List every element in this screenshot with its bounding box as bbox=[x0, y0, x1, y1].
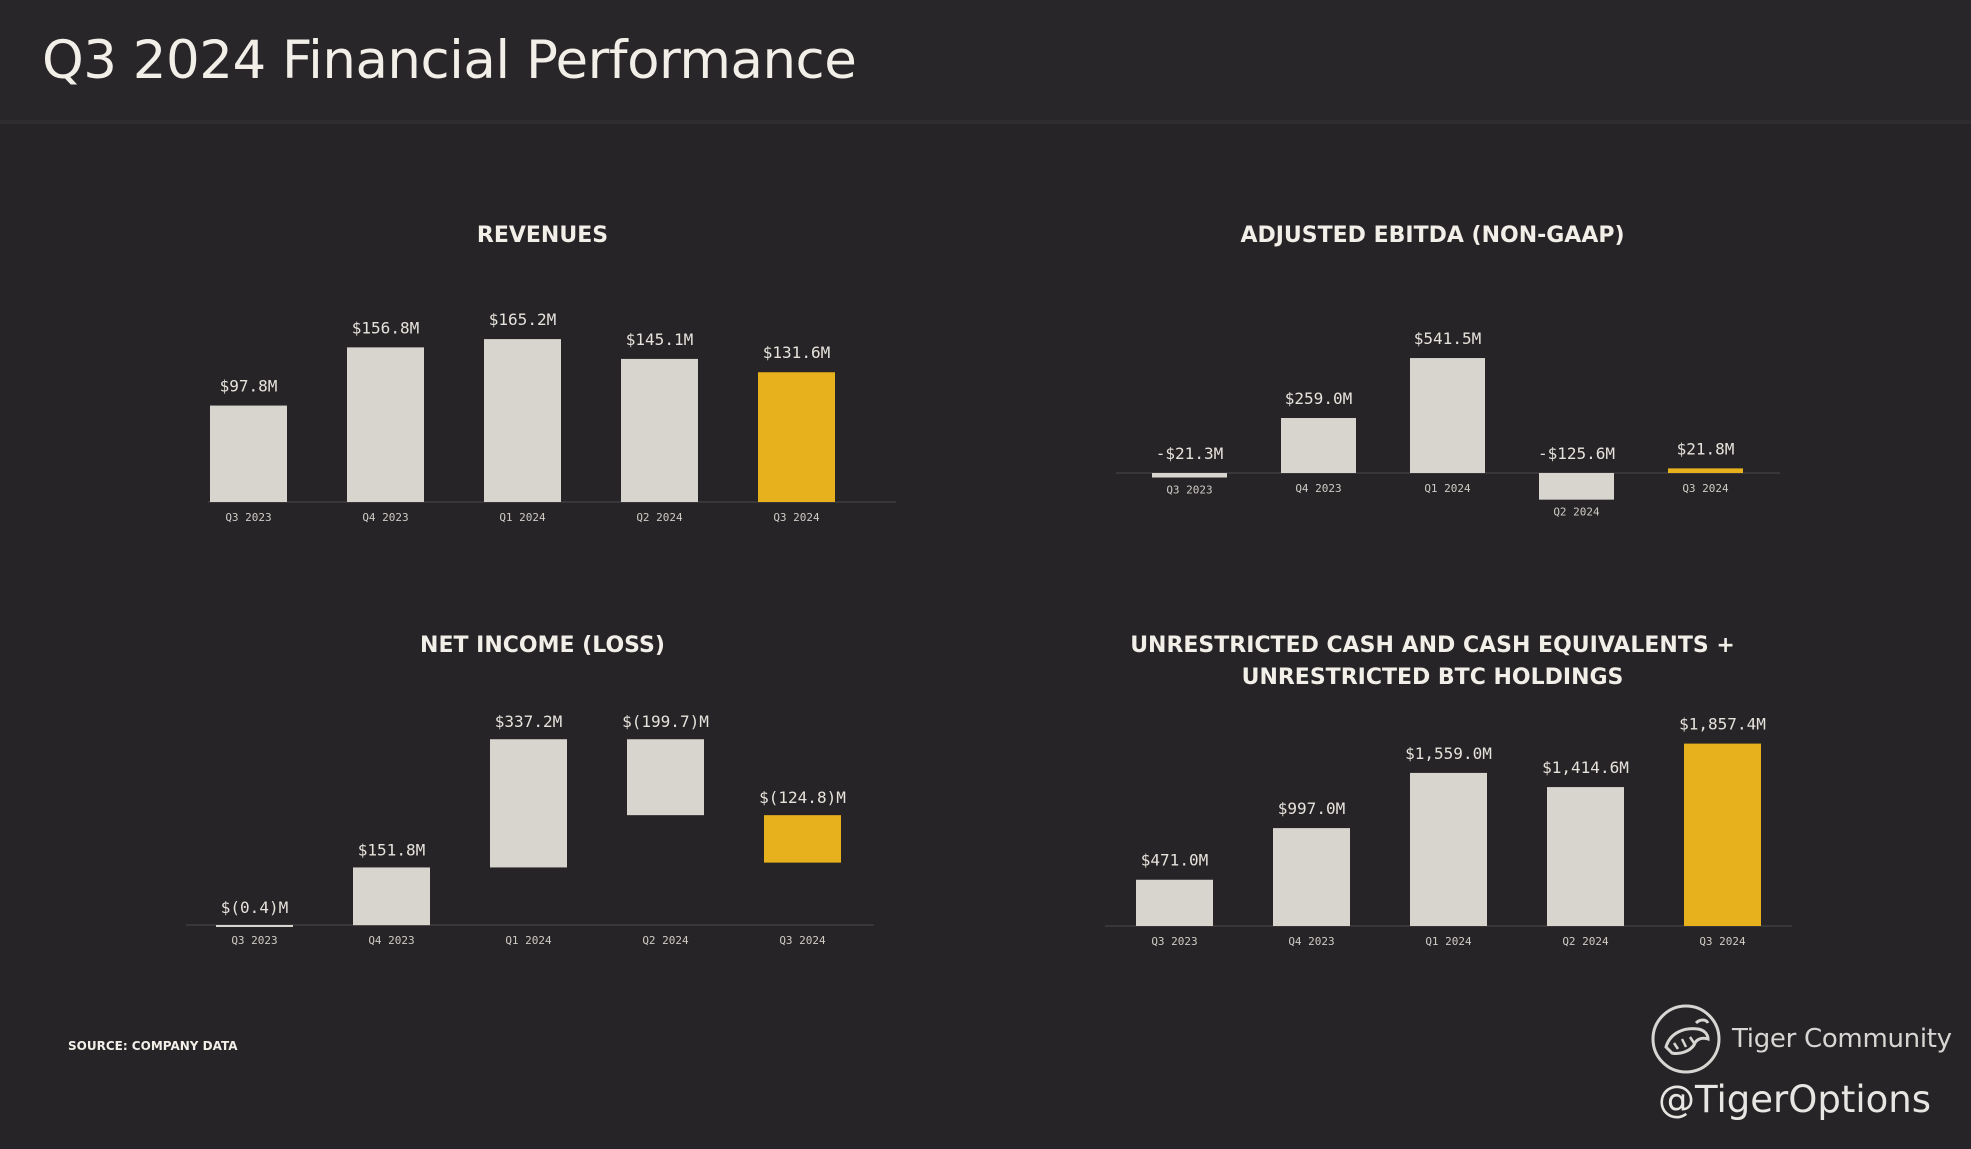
revenues-value-label: $165.2M bbox=[489, 310, 556, 329]
net-income-bar bbox=[353, 867, 430, 926]
revenues-value-label: $97.8M bbox=[220, 377, 278, 396]
ebitda-value-label: -$125.6M bbox=[1538, 444, 1615, 463]
revenues-bar bbox=[758, 372, 835, 502]
net-income-tick-label: Q2 2024 bbox=[642, 934, 689, 947]
net-income-tick-label: Q3 2024 bbox=[779, 934, 826, 947]
cash-btc-chart-title: UNRESTRICTED CASH AND CASH EQUIVALENTS +… bbox=[1130, 633, 1735, 690]
revenues-value-label: $145.1M bbox=[626, 330, 693, 349]
revenues-chart-title: REVENUES bbox=[476, 223, 609, 248]
brand-handle: @TigerOptions bbox=[1658, 1078, 1931, 1121]
net-income-value-label: $(0.4)M bbox=[221, 898, 288, 917]
cash-btc-tick-label: Q3 2023 bbox=[1151, 935, 1197, 948]
net-income-value-label: $(124.8)M bbox=[759, 788, 846, 807]
net-income-value-label: $(199.7)M bbox=[622, 712, 709, 731]
revenues-tick-label: Q2 2024 bbox=[636, 511, 683, 524]
revenues-value-label: $156.8M bbox=[352, 318, 419, 337]
ebitda-tick-label: Q3 2023 bbox=[1166, 484, 1212, 497]
cash-btc-value-label: $1,857.4M bbox=[1679, 715, 1766, 734]
net-income-tick-label: Q4 2023 bbox=[368, 934, 414, 947]
ebitda-tick-label: Q3 2024 bbox=[1682, 482, 1729, 495]
net-income-value-label: $151.8M bbox=[358, 840, 425, 859]
ebitda-tick-label: Q1 2024 bbox=[1424, 482, 1471, 495]
cash-btc-value-label: $1,414.6M bbox=[1542, 758, 1629, 777]
net-income-chart-title: NET INCOME (LOSS) bbox=[420, 633, 665, 658]
net-income-bar bbox=[764, 815, 841, 863]
cash-btc-bar bbox=[1136, 879, 1213, 926]
revenues-tick-label: Q4 2023 bbox=[362, 511, 408, 524]
cash-btc-bar bbox=[1273, 828, 1350, 926]
ebitda-bar bbox=[1152, 473, 1227, 478]
ebitda-bar bbox=[1539, 473, 1614, 500]
tiger-logo-icon bbox=[1651, 1004, 1721, 1074]
revenues-bar bbox=[621, 358, 698, 502]
revenues-tick-label: Q1 2024 bbox=[499, 511, 546, 524]
cash-btc-bar bbox=[1547, 787, 1624, 926]
brand-name: Tiger Community bbox=[1732, 1024, 1952, 1054]
cash-btc-bar bbox=[1410, 772, 1487, 926]
ebitda-value-label: $541.5M bbox=[1414, 329, 1481, 348]
net-income-tick-label: Q1 2024 bbox=[505, 934, 552, 947]
revenues-tick-label: Q3 2023 bbox=[225, 511, 271, 524]
revenues-bar bbox=[484, 339, 561, 502]
header-bar: Q3 2024 Financial Performance bbox=[0, 0, 1971, 124]
net-income-bar bbox=[490, 739, 567, 868]
cash-btc-tick-label: Q3 2024 bbox=[1699, 935, 1746, 948]
cash-btc-value-label: $471.0M bbox=[1141, 851, 1208, 870]
ebitda-chart-title: ADJUSTED EBITDA (NON-GAAP) bbox=[1240, 223, 1625, 248]
ebitda-bar bbox=[1668, 468, 1743, 473]
revenues-bar bbox=[210, 405, 287, 502]
ebitda-value-label: $259.0M bbox=[1285, 389, 1352, 408]
ebitda-bar bbox=[1410, 358, 1485, 473]
net-income-tick-label: Q3 2023 bbox=[231, 934, 277, 947]
revenues-value-label: $131.6M bbox=[763, 343, 830, 362]
cash-btc-tick-label: Q2 2024 bbox=[1562, 935, 1609, 948]
revenues-bar bbox=[347, 347, 424, 502]
source-note: SOURCE: COMPANY DATA bbox=[68, 1039, 238, 1053]
ebitda-value-label: $21.8M bbox=[1677, 439, 1735, 458]
cash-btc-tick-label: Q4 2023 bbox=[1288, 935, 1334, 948]
ebitda-bar bbox=[1281, 418, 1356, 473]
revenues-tick-label: Q3 2024 bbox=[773, 511, 820, 524]
cash-btc-value-label: $1,559.0M bbox=[1405, 744, 1492, 763]
page-title: Q3 2024 Financial Performance bbox=[42, 30, 857, 91]
cash-btc-value-label: $997.0M bbox=[1278, 799, 1345, 818]
net-income-value-label: $337.2M bbox=[495, 712, 562, 731]
ebitda-value-label: -$21.3M bbox=[1156, 444, 1223, 463]
net-income-bar bbox=[216, 925, 293, 927]
ebitda-tick-label: Q4 2023 bbox=[1295, 482, 1341, 495]
cash-btc-bar bbox=[1684, 743, 1761, 926]
cash-btc-tick-label: Q1 2024 bbox=[1425, 935, 1472, 948]
ebitda-tick-label: Q2 2024 bbox=[1553, 506, 1600, 519]
net-income-bar bbox=[627, 739, 704, 816]
